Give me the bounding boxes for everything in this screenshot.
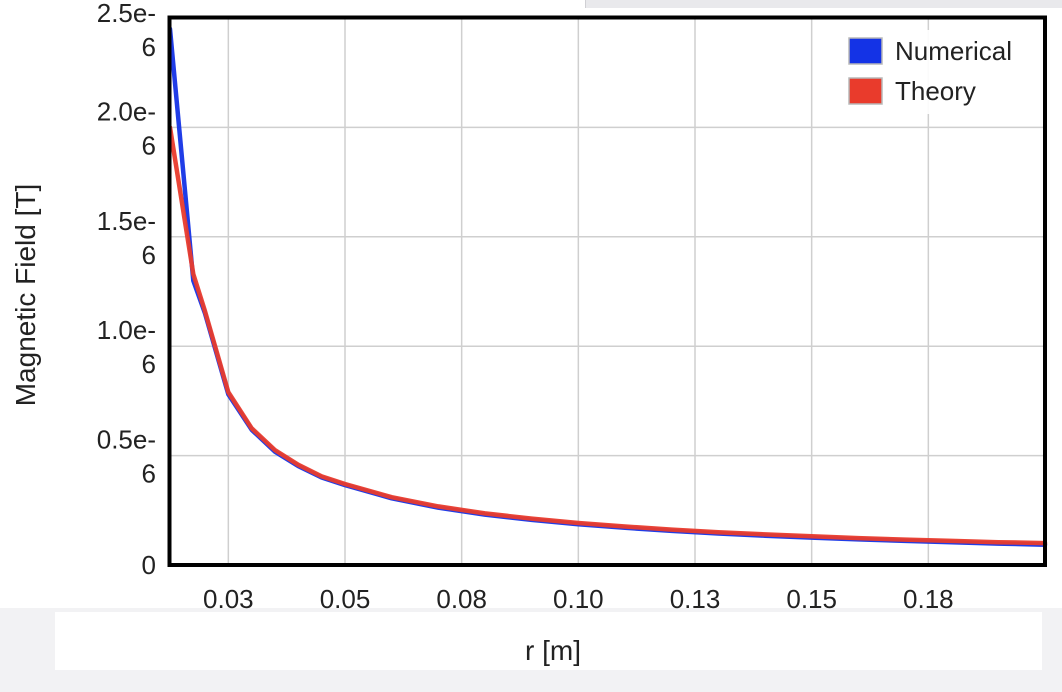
top-tab	[0, 0, 586, 8]
x-axis-ticks: 0.03 0.05 0.08 0.10 0.13 0.15 0.18	[203, 584, 954, 614]
legend-label-numerical: Numerical	[895, 36, 1012, 66]
x-tick-label-4: 0.13	[670, 584, 721, 614]
series-lines	[167, 26, 1048, 547]
legend-label-theory: Theory	[895, 76, 976, 106]
y-tick-label-5: 2.5e-6	[97, 0, 156, 62]
y-tick-label-3: 1.5e-6	[97, 206, 156, 270]
x-axis-label-band	[55, 612, 1042, 670]
x-tick-label-1: 0.05	[320, 584, 371, 614]
legend-swatch-numerical	[848, 37, 883, 65]
legend-swatch-theory	[848, 77, 883, 105]
y-axis-label: Magnetic Field [T]	[10, 184, 41, 407]
x-tick-label-2: 0.08	[436, 584, 487, 614]
x-axis-label: r [m]	[525, 635, 581, 666]
legend: Numerical Theory	[838, 30, 1033, 114]
y-axis-ticks: 0 0.5e-6 1.0e-6 1.5e-6 2.0e-6 2.5e-6	[97, 0, 156, 580]
series-line-theory	[167, 125, 1048, 546]
x-tick-label-6: 0.18	[903, 584, 954, 614]
x-tick-label-5: 0.15	[786, 584, 837, 614]
y-tick-label-2: 1.0e-6	[97, 315, 156, 379]
plot-frame	[167, 15, 1047, 567]
y-tick-label-4: 2.0e-6	[97, 96, 156, 160]
y-tick-label-1: 0.5e-6	[97, 425, 156, 489]
x-tick-label-3: 0.10	[553, 584, 604, 614]
y-tick-label-0: 0	[142, 550, 156, 580]
x-tick-label-0: 0.03	[203, 584, 254, 614]
